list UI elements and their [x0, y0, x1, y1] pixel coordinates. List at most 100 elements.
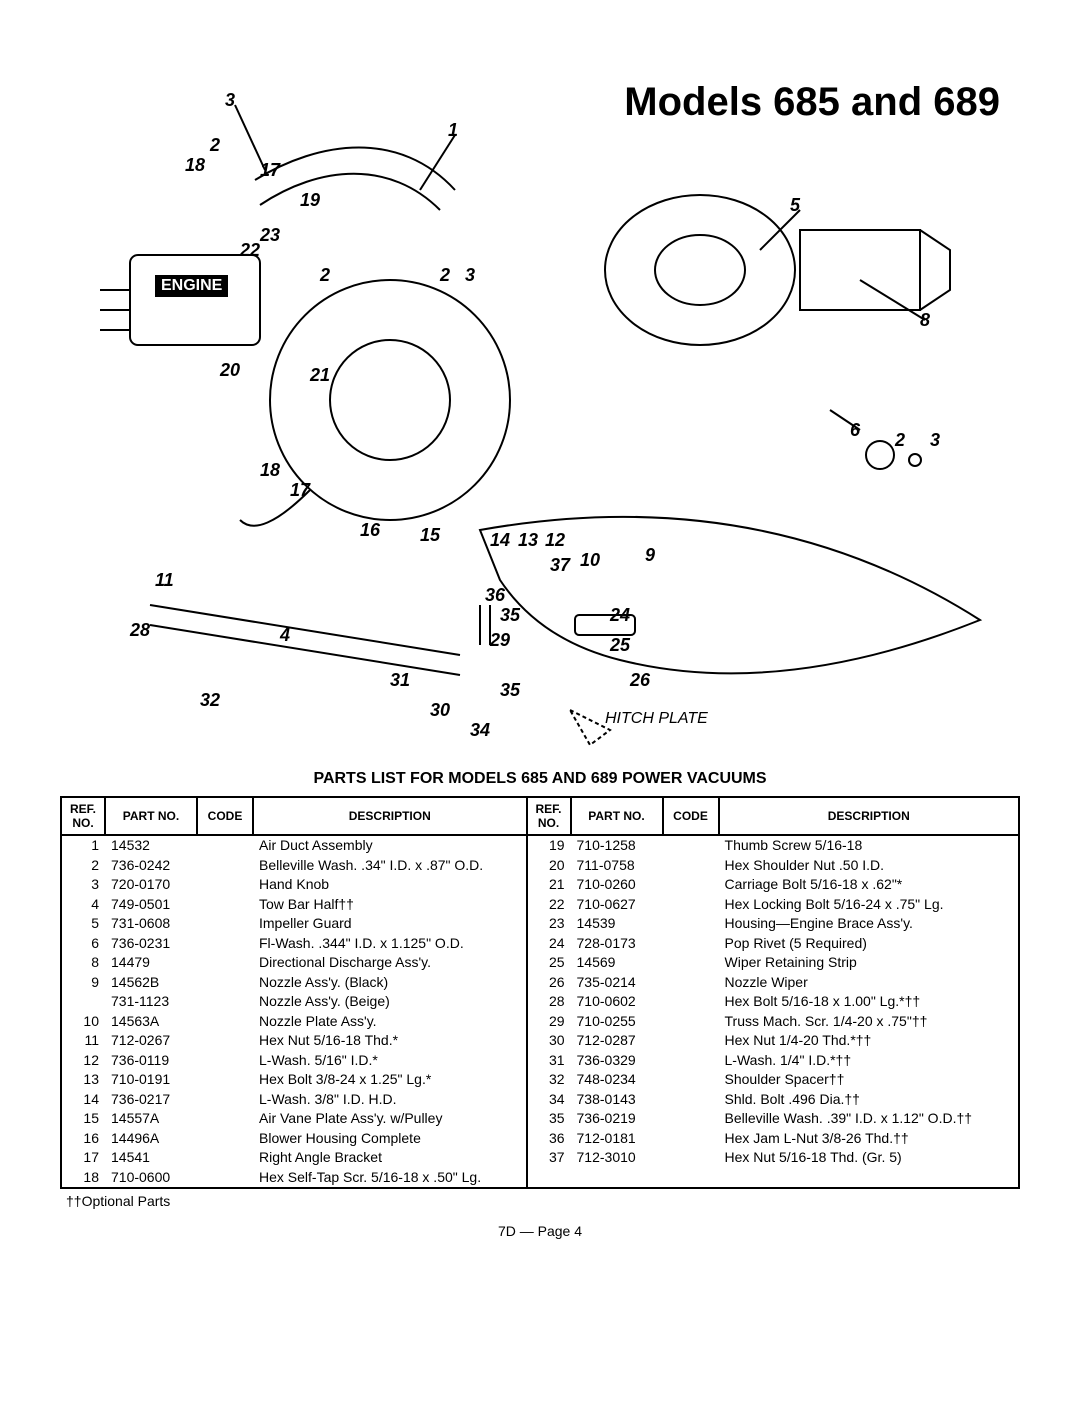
table-cell: Right Angle Bracket — [253, 1148, 527, 1168]
table-cell: 14541 — [105, 1148, 197, 1168]
table-cell: 30 — [527, 1031, 571, 1051]
table-cell: Nozzle Wiper — [719, 973, 1019, 993]
table-cell — [197, 1090, 253, 1110]
table-cell: Belleville Wash. .34" I.D. x .87" O.D. — [253, 856, 527, 876]
table-cell — [663, 992, 719, 1012]
table-cell: Hex Self-Tap Scr. 5/16-18 x .50" Lg. — [253, 1168, 527, 1189]
table-cell: 20 — [527, 856, 571, 876]
callout-number: 18 — [260, 460, 280, 481]
callout-number: 5 — [790, 195, 800, 216]
table-cell: Hex Nut 5/16-18 Thd. (Gr. 5) — [719, 1148, 1019, 1168]
table-cell: Shoulder Spacer†† — [719, 1070, 1019, 1090]
callout-number: 23 — [260, 225, 280, 246]
table-cell: 1 — [61, 835, 105, 856]
callout-number: 10 — [580, 550, 600, 571]
table-cell: 24 — [527, 934, 571, 954]
table-cell: L-Wash. 1/4" I.D.*†† — [719, 1051, 1019, 1071]
table-cell — [663, 1109, 719, 1129]
callout-number: 3 — [465, 265, 475, 286]
table-cell: 18 — [61, 1168, 105, 1189]
table-cell: 710-0602 — [571, 992, 663, 1012]
table-cell: 728-0173 — [571, 934, 663, 954]
table-cell: 21 — [527, 875, 571, 895]
col-code: CODE — [197, 797, 253, 835]
table-cell: 3 — [61, 875, 105, 895]
table-cell — [197, 1051, 253, 1071]
table-cell: 10 — [61, 1012, 105, 1032]
table-cell: Nozzle Ass'y. (Beige) — [253, 992, 527, 1012]
table-cell: Air Duct Assembly — [253, 835, 527, 856]
callout-number: 9 — [645, 545, 655, 566]
table-cell: 720-0170 — [105, 875, 197, 895]
hitch-plate-label: HITCH PLATE — [605, 710, 708, 728]
table-cell: 13 — [61, 1070, 105, 1090]
table-cell: 731-0608 — [105, 914, 197, 934]
callout-number: 2 — [320, 265, 330, 286]
table-cell: 31 — [527, 1051, 571, 1071]
table-cell: Shld. Bolt .496 Dia.†† — [719, 1090, 1019, 1110]
table-cell — [197, 875, 253, 895]
table-cell: 710-0627 — [571, 895, 663, 915]
table-cell: Hex Jam L-Nut 3/8-26 Thd.†† — [719, 1129, 1019, 1149]
page-number: 7D — Page 4 — [60, 1223, 1020, 1239]
table-cell — [571, 1168, 663, 1189]
callout-number: 25 — [610, 635, 630, 656]
table-cell: 35 — [527, 1109, 571, 1129]
table-cell: 14 — [61, 1090, 105, 1110]
callout-number: 3 — [930, 430, 940, 451]
callout-number: 37 — [550, 555, 570, 576]
table-cell: 736-0219 — [571, 1109, 663, 1129]
table-cell: 710-0260 — [571, 875, 663, 895]
callout-number: 26 — [630, 670, 650, 691]
table-cell: 23 — [527, 914, 571, 934]
table-cell — [197, 914, 253, 934]
table-cell — [197, 895, 253, 915]
table-cell: Truss Mach. Scr. 1/4-20 x .75"†† — [719, 1012, 1019, 1032]
table-cell: Pop Rivet (5 Required) — [719, 934, 1019, 954]
callout-number: 1 — [448, 120, 458, 141]
table-cell — [663, 934, 719, 954]
callout-number: 36 — [485, 585, 505, 606]
callout-number: 22 — [240, 240, 260, 261]
callout-number: 28 — [130, 620, 150, 641]
table-cell: 712-3010 — [571, 1148, 663, 1168]
table-cell: 736-0329 — [571, 1051, 663, 1071]
table-cell — [197, 1168, 253, 1189]
table-cell — [197, 1070, 253, 1090]
callout-number: 35 — [500, 680, 520, 701]
table-cell: Hex Bolt 3/8-24 x 1.25" Lg.* — [253, 1070, 527, 1090]
table-cell — [197, 835, 253, 856]
callout-number: 8 — [920, 310, 930, 331]
table-cell — [719, 1168, 1019, 1189]
parts-list-title: PARTS LIST FOR MODELS 685 AND 689 POWER … — [60, 770, 1020, 788]
table-cell — [61, 992, 105, 1012]
table-cell — [663, 914, 719, 934]
table-cell — [663, 1070, 719, 1090]
table-cell: 12 — [61, 1051, 105, 1071]
table-cell: 26 — [527, 973, 571, 993]
table-cell: 22 — [527, 895, 571, 915]
table-cell: 32 — [527, 1070, 571, 1090]
table-cell: 6 — [61, 934, 105, 954]
table-cell — [197, 1012, 253, 1032]
table-cell: 736-0119 — [105, 1051, 197, 1071]
table-cell — [197, 992, 253, 1012]
table-cell: Housing—Engine Brace Ass'y. — [719, 914, 1019, 934]
table-cell: 14539 — [571, 914, 663, 934]
table-cell: Hex Nut 1/4-20 Thd.*†† — [719, 1031, 1019, 1051]
table-cell: 29 — [527, 1012, 571, 1032]
table-cell — [197, 1129, 253, 1149]
callout-number: 3 — [225, 90, 235, 111]
table-cell — [663, 1012, 719, 1032]
table-cell: 736-0231 — [105, 934, 197, 954]
callout-number: 32 — [200, 690, 220, 711]
table-cell: Directional Discharge Ass'y. — [253, 953, 527, 973]
col-code2: CODE — [663, 797, 719, 835]
exploded-diagram: ENGINE HITCH PLATE 321181719232222358202… — [60, 60, 1020, 760]
callout-number: 19 — [300, 190, 320, 211]
table-cell: L-Wash. 5/16" I.D.* — [253, 1051, 527, 1071]
table-cell: 738-0143 — [571, 1090, 663, 1110]
table-cell: 710-1258 — [571, 835, 663, 856]
callout-number: 13 — [518, 530, 538, 551]
callout-number: 15 — [420, 525, 440, 546]
